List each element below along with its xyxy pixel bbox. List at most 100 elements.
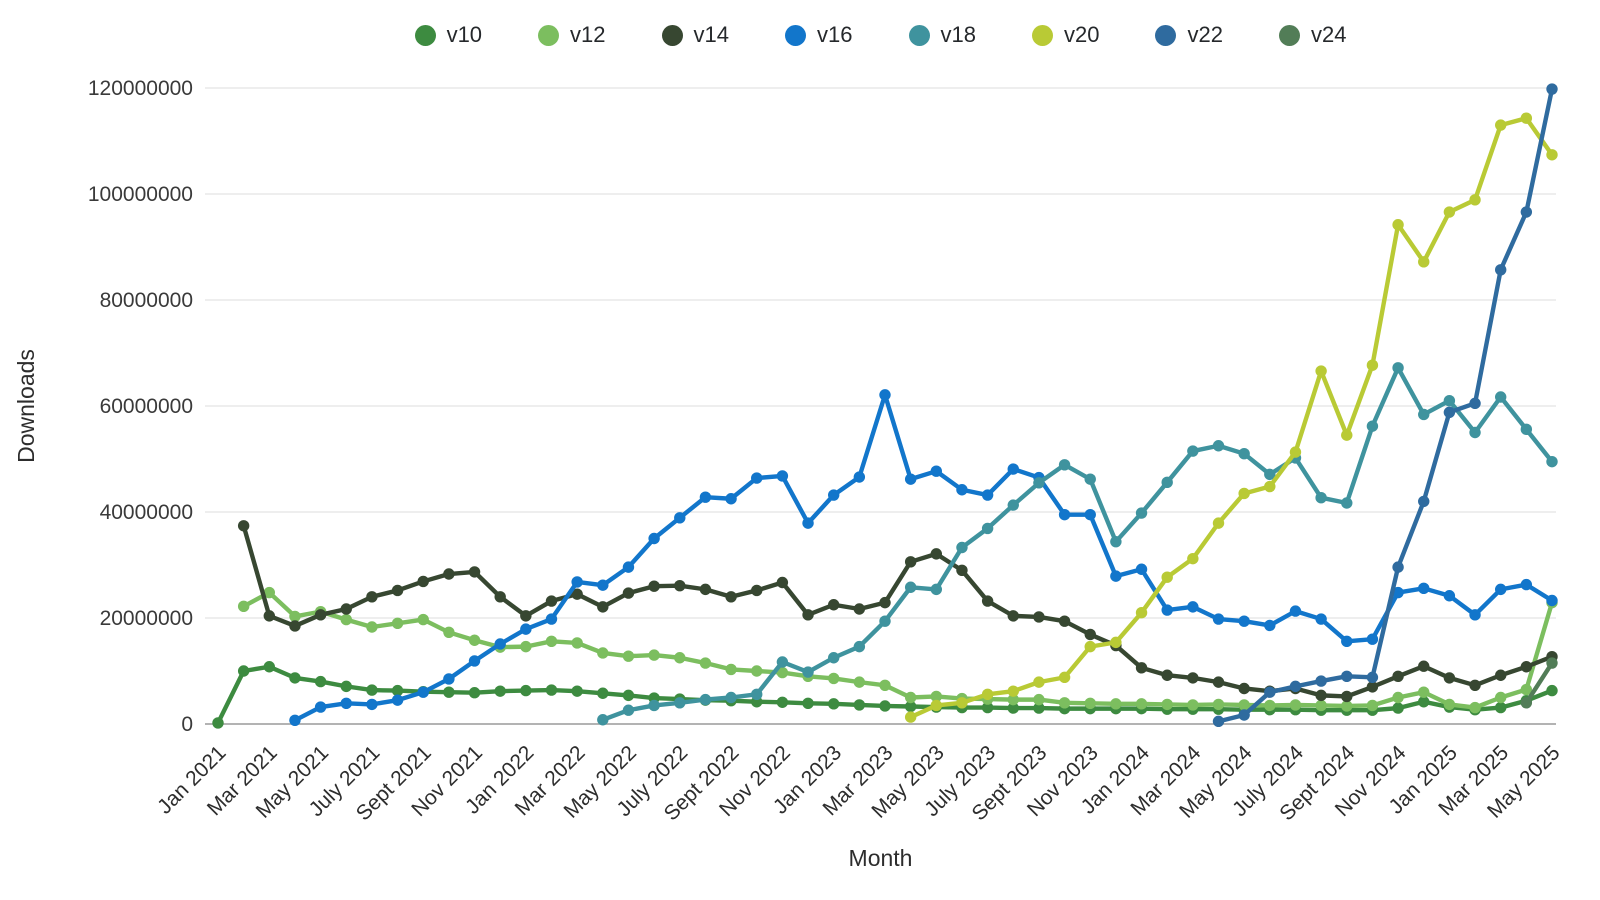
data-point-v22-Sept-2024 (1341, 670, 1353, 682)
data-point-v14-Apr-2022 (597, 601, 609, 613)
data-point-v18-Jan-2024 (1135, 507, 1148, 519)
data-point-v16-Oct-2021 (443, 673, 455, 685)
data-point-v14-Oct-2022 (751, 584, 763, 597)
legend-color-dot-v12 (538, 24, 560, 46)
data-point-v16-July-2024 (1289, 605, 1302, 617)
data-point-v16-Feb-2022 (545, 613, 558, 625)
series-v22 (1212, 83, 1558, 728)
legend-color-dot-v20 (1031, 24, 1053, 46)
data-point-v20-Aug-2024 (1315, 365, 1327, 377)
data-point-v14-Mar-2024 (1187, 672, 1199, 684)
data-point-v12-Aug-2021 (391, 617, 404, 629)
data-point-v14-Sept-2024 (1341, 690, 1353, 703)
data-point-v22-May-2024 (1238, 709, 1250, 721)
legend-item-v16[interactable]: v16 (785, 24, 853, 46)
data-point-v14-Jun-2022 (648, 580, 660, 592)
y-axis-title: Downloads (13, 349, 39, 463)
data-point-v10-Mar-2023 (879, 700, 891, 712)
data-point-v12-Jun-2024 (1264, 699, 1276, 712)
data-point-v12-Oct-2024 (1366, 699, 1379, 712)
data-point-v14-Dec-2021 (494, 591, 506, 603)
data-point-v14-Jan-2025 (1443, 672, 1456, 684)
data-point-v20-Apr-2025 (1520, 112, 1533, 124)
data-point-v18-July-2023 (981, 522, 994, 535)
data-point-v14-Feb-2024 (1161, 669, 1173, 681)
data-point-v14-Nov-2024 (1392, 670, 1404, 682)
data-point-v16-Aug-2024 (1315, 613, 1327, 625)
data-point-v22-Dec-2024 (1418, 495, 1430, 508)
y-tick-label: 120000000 (88, 77, 193, 100)
legend-item-v18[interactable]: v18 (908, 24, 976, 46)
data-point-v10-Mar-2021 (263, 661, 276, 673)
data-point-v16-May-2023 (930, 465, 943, 477)
data-point-v10-Jan-2023 (827, 698, 840, 710)
data-point-v16-May-2025 (1546, 594, 1558, 607)
data-point-v18-Aug-2023 (1007, 499, 1019, 511)
data-point-v18-Aug-2022 (699, 693, 712, 706)
data-point-v10-Feb-2021 (237, 665, 250, 677)
data-point-v12-Apr-2025 (1520, 683, 1533, 696)
series-v24-line (1524, 660, 1555, 705)
data-point-v20-Nov-2023 (1084, 640, 1096, 653)
data-point-v12-Jan-2023 (827, 672, 840, 685)
legend-item-v10[interactable]: v10 (414, 22, 483, 47)
data-point-v20-Aug-2023 (1007, 685, 1019, 697)
data-point-v10-Aug-2023 (1007, 702, 1019, 714)
data-point-v18-July-2022 (674, 697, 686, 709)
data-point-v18-Dec-2022 (802, 666, 814, 678)
data-point-v16-Sept-2022 (725, 493, 737, 505)
data-point-v12-Apr-2021 (289, 610, 301, 623)
data-point-v12-Jun-2021 (340, 613, 352, 626)
data-point-v10-Mar-2025 (1494, 701, 1507, 714)
legend-item-v14[interactable]: v14 (661, 24, 729, 46)
data-point-v14-Feb-2021 (237, 520, 250, 532)
data-point-v18-Mar-2025 (1494, 391, 1507, 403)
legend-item-v20[interactable]: v20 (1031, 24, 1099, 46)
data-point-v20-Nov-2024 (1392, 219, 1404, 231)
data-point-v18-Jun-2022 (648, 699, 660, 712)
data-point-v12-Nov-2024 (1392, 691, 1404, 704)
data-point-v20-Feb-2024 (1161, 571, 1173, 583)
data-point-v12-Dec-2024 (1418, 686, 1430, 698)
series-v20 (904, 112, 1558, 723)
data-point-v16-July-2021 (366, 698, 378, 711)
data-point-v16-Sept-2021 (417, 686, 429, 698)
data-point-v14-Apr-2025 (1520, 661, 1533, 673)
data-point-v10-Apr-2021 (289, 672, 301, 684)
data-point-v22-Apr-2024 (1212, 715, 1225, 728)
data-point-v12-Mar-2023 (879, 679, 891, 692)
data-point-v18-Apr-2023 (904, 581, 917, 593)
legend-item-v24[interactable]: v24 (1278, 22, 1347, 47)
series-v20-line (908, 116, 1555, 720)
data-point-v20-Oct-2024 (1366, 359, 1379, 371)
data-point-v12-Mar-2021 (263, 586, 276, 599)
legend-item-v22[interactable]: v22 (1155, 24, 1223, 46)
data-point-v14-Apr-2023 (904, 556, 917, 568)
legend-label-v10: v10 (446, 22, 483, 47)
data-point-v16-Aug-2022 (699, 491, 712, 503)
data-point-v10-Sept-2023 (1033, 702, 1045, 714)
data-point-v12-Sept-2024 (1341, 700, 1353, 712)
data-point-v16-Dec-2023 (1110, 570, 1122, 582)
data-point-v16-Mar-2025 (1494, 583, 1507, 596)
data-point-v12-May-2024 (1238, 699, 1250, 711)
legend-label-v24: v24 (1310, 22, 1347, 47)
legend-item-v12[interactable]: v12 (538, 24, 606, 46)
data-point-v16-Apr-2023 (904, 473, 917, 485)
data-point-v18-Apr-2022 (597, 714, 609, 726)
data-point-v18-Jan-2023 (827, 652, 840, 664)
data-point-v16-July-2022 (674, 512, 686, 524)
data-point-v10-Apr-2023 (904, 700, 917, 713)
data-point-v20-July-2023 (981, 688, 994, 701)
data-point-v10-Dec-2022 (802, 697, 814, 710)
data-point-v10-Dec-2021 (494, 685, 506, 697)
series-v18-line (600, 365, 1555, 722)
data-point-v14-July-2021 (366, 591, 378, 603)
data-point-v12-Aug-2023 (1007, 693, 1019, 706)
series-v18 (597, 362, 1558, 726)
data-point-v10-Nov-2024 (1392, 702, 1404, 714)
data-point-v10-May-2022 (622, 689, 635, 702)
data-point-v18-Sept-2024 (1341, 497, 1353, 509)
data-point-v12-Mar-2025 (1494, 691, 1507, 704)
